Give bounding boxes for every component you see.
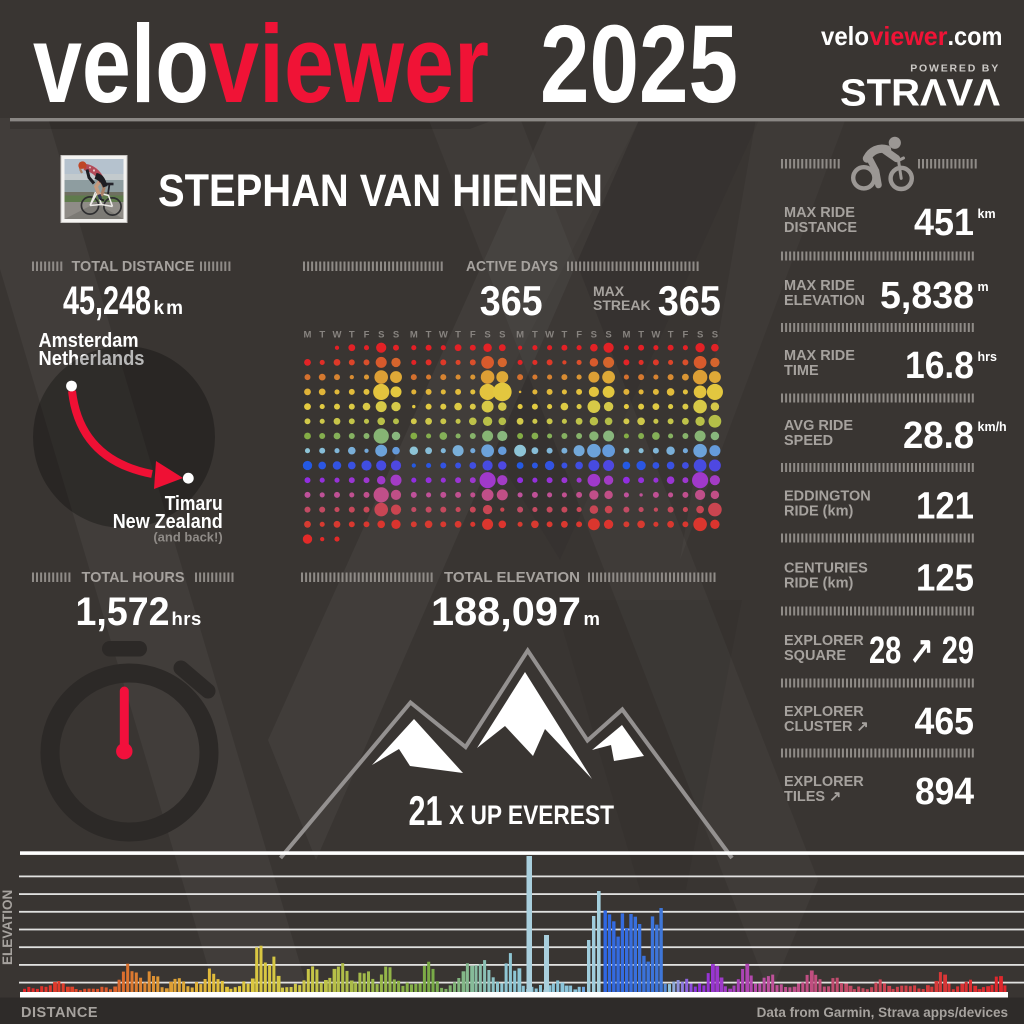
svg-text:T: T	[349, 330, 355, 341]
svg-text:viewer: viewer	[870, 21, 948, 51]
svg-text:TOTAL HOURS: TOTAL HOURS	[82, 569, 185, 586]
svg-text:M: M	[516, 330, 524, 341]
svg-text:km: km	[978, 207, 996, 221]
svg-text:EXPLORER: EXPLORER	[784, 774, 864, 790]
svg-text:ELEVATION: ELEVATION	[784, 293, 865, 309]
svg-text:S: S	[499, 330, 505, 341]
svg-text:28 ↗ 29: 28 ↗ 29	[869, 630, 974, 672]
svg-text:S: S	[393, 330, 399, 341]
svg-text:365: 365	[480, 277, 543, 324]
svg-text:T: T	[561, 330, 567, 341]
svg-text:POWERED BY: POWERED BY	[910, 63, 1000, 75]
svg-text:EDDINGTON: EDDINGTON	[784, 489, 871, 505]
svg-text:velo: velo	[821, 21, 869, 51]
svg-text:STREAK: STREAK	[593, 297, 651, 313]
svg-text:Timaru: Timaru	[165, 493, 223, 515]
svg-text:451: 451	[914, 202, 974, 244]
svg-text:AVG RIDE: AVG RIDE	[784, 418, 853, 434]
svg-text:T: T	[532, 330, 538, 341]
svg-text:ACTIVE DAYS: ACTIVE DAYS	[466, 258, 558, 275]
svg-text:M: M	[304, 330, 312, 341]
svg-text:hrs: hrs	[978, 350, 998, 364]
svg-text:CLUSTER ↗: CLUSTER ↗	[784, 719, 869, 735]
svg-text:T: T	[638, 330, 644, 341]
svg-text:TOTAL ELEVATION: TOTAL ELEVATION	[444, 569, 580, 586]
svg-text:W: W	[545, 330, 554, 341]
svg-text:T: T	[455, 330, 461, 341]
svg-text:188,097: 188,097	[431, 590, 581, 634]
svg-text:W: W	[651, 330, 660, 341]
svg-text:New Zealand: New Zealand	[113, 511, 223, 533]
svg-text:km: km	[154, 298, 185, 319]
svg-text:km/h: km/h	[978, 420, 1007, 434]
svg-text:CENTURIES: CENTURIES	[784, 561, 868, 577]
svg-text:5,838: 5,838	[880, 275, 974, 317]
svg-text:S: S	[484, 330, 490, 341]
svg-text:2025: 2025	[540, 3, 738, 126]
svg-text:.com: .com	[948, 21, 1003, 51]
svg-text:Data from Garmin, Strava apps/: Data from Garmin, Strava apps/devices	[757, 1005, 1008, 1020]
svg-text:RIDE (km): RIDE (km)	[784, 504, 853, 520]
svg-text:16.8: 16.8	[905, 345, 974, 387]
svg-text:M: M	[622, 330, 630, 341]
svg-text:EXPLORER: EXPLORER	[784, 704, 864, 720]
svg-text:365: 365	[658, 277, 721, 324]
svg-text:X UP EVEREST: X UP EVEREST	[449, 800, 614, 830]
svg-text:T: T	[426, 330, 432, 341]
svg-text:W: W	[333, 330, 342, 341]
svg-text:TILES ↗: TILES ↗	[784, 789, 841, 805]
svg-text:DISTANCE: DISTANCE	[784, 220, 857, 236]
svg-text:21: 21	[409, 787, 443, 834]
svg-text:m: m	[584, 608, 600, 629]
svg-text:STEPHAN VAN HIENEN: STEPHAN VAN HIENEN	[158, 165, 603, 216]
svg-text:Netherlands: Netherlands	[39, 348, 145, 370]
svg-text:TOTAL DISTANCE: TOTAL DISTANCE	[72, 258, 195, 275]
svg-text:TIME: TIME	[784, 363, 819, 379]
svg-text:465: 465	[915, 701, 975, 743]
svg-text:hrs: hrs	[172, 608, 202, 629]
svg-text:121: 121	[916, 486, 974, 528]
svg-text:MAX: MAX	[593, 283, 625, 299]
svg-text:S: S	[378, 330, 384, 341]
svg-text:EXPLORER: EXPLORER	[784, 633, 864, 649]
svg-text:velo: velo	[33, 3, 209, 126]
svg-text:894: 894	[915, 771, 974, 813]
svg-text:DISTANCE: DISTANCE	[21, 1005, 98, 1021]
svg-text:viewer: viewer	[209, 3, 489, 126]
svg-text:F: F	[470, 330, 476, 341]
svg-text:SQUARE: SQUARE	[784, 648, 846, 664]
svg-text:MAX RIDE: MAX RIDE	[784, 205, 855, 221]
svg-text:MAX RIDE: MAX RIDE	[784, 278, 855, 294]
svg-text:T: T	[668, 330, 674, 341]
svg-text:45,248: 45,248	[63, 279, 151, 323]
svg-text:RIDE (km): RIDE (km)	[784, 576, 853, 592]
svg-text:1,572: 1,572	[76, 590, 170, 634]
svg-text:(and back!): (and back!)	[153, 529, 222, 544]
svg-text:MAX RIDE: MAX RIDE	[784, 348, 855, 364]
svg-text:F: F	[364, 330, 370, 341]
svg-text:F: F	[682, 330, 688, 341]
svg-text:ELEVATION: ELEVATION	[0, 890, 15, 965]
svg-text:M: M	[410, 330, 418, 341]
svg-text:m: m	[978, 280, 989, 294]
svg-text:Amsterdam: Amsterdam	[39, 330, 139, 352]
svg-text:S: S	[591, 330, 597, 341]
svg-text:S: S	[712, 330, 718, 341]
svg-text:STRΛVΛ: STRΛVΛ	[840, 73, 1001, 115]
svg-text:F: F	[576, 330, 582, 341]
svg-text:SPEED: SPEED	[784, 433, 833, 449]
svg-text:S: S	[605, 330, 611, 341]
svg-text:125: 125	[916, 558, 974, 600]
svg-text:T: T	[319, 330, 325, 341]
svg-text:28.8: 28.8	[903, 415, 974, 457]
svg-text:S: S	[697, 330, 703, 341]
svg-text:W: W	[439, 330, 448, 341]
